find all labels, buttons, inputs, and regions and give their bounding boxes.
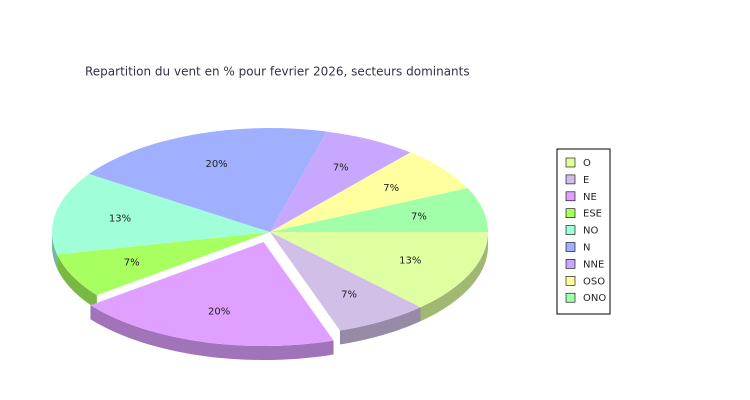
slice-side bbox=[52, 232, 58, 269]
legend-label: N bbox=[583, 243, 590, 254]
legend-label: E bbox=[583, 175, 589, 186]
data-label: 13% bbox=[109, 213, 131, 224]
legend-label: ONO bbox=[583, 293, 606, 304]
slice bbox=[270, 152, 468, 232]
legend-label: ESE bbox=[583, 209, 602, 220]
legend-label: NNE bbox=[583, 259, 604, 270]
slice bbox=[88, 127, 327, 232]
slice-side bbox=[90, 305, 334, 361]
data-label: 7% bbox=[124, 258, 140, 269]
slice bbox=[270, 188, 488, 232]
legend-label: NE bbox=[583, 192, 597, 203]
data-label: 7% bbox=[333, 162, 349, 173]
legend-label: O bbox=[583, 158, 591, 169]
slice bbox=[51, 174, 270, 255]
slice bbox=[270, 131, 411, 232]
data-label: 7% bbox=[411, 211, 427, 222]
slice bbox=[270, 232, 488, 308]
data-label: 13% bbox=[399, 256, 421, 267]
chart-title: Repartition du vent en % pour fevrier 20… bbox=[85, 65, 470, 79]
slice-side bbox=[339, 307, 421, 345]
slice bbox=[270, 232, 421, 331]
legend-swatch bbox=[565, 191, 576, 202]
legend-swatch bbox=[565, 292, 576, 303]
pie-labels: 13% 7% 20% 7% 13% 20% 7% 7% 7% bbox=[109, 159, 427, 318]
data-label: 7% bbox=[341, 289, 357, 300]
legend-swatch bbox=[565, 157, 576, 168]
legend-label: NO bbox=[583, 226, 598, 237]
legend-swatch bbox=[565, 275, 576, 286]
data-label: 20% bbox=[205, 159, 227, 170]
legend: OE NE ESE NO N NNE OSO ONO bbox=[565, 157, 606, 304]
legend-swatch bbox=[565, 208, 576, 218]
slice bbox=[90, 242, 334, 347]
slice-side bbox=[420, 232, 488, 322]
legend-swatch bbox=[565, 259, 576, 269]
pie-tops bbox=[51, 127, 488, 347]
legend-label: OSO bbox=[583, 276, 605, 287]
legend-swatch bbox=[565, 242, 576, 252]
slice-side bbox=[57, 254, 97, 310]
legend-swatch bbox=[565, 225, 576, 235]
pie-sides bbox=[52, 232, 488, 361]
data-label: 20% bbox=[208, 307, 230, 318]
legend-swatch bbox=[565, 174, 576, 185]
slice bbox=[57, 232, 270, 296]
data-label: 7% bbox=[383, 183, 399, 194]
